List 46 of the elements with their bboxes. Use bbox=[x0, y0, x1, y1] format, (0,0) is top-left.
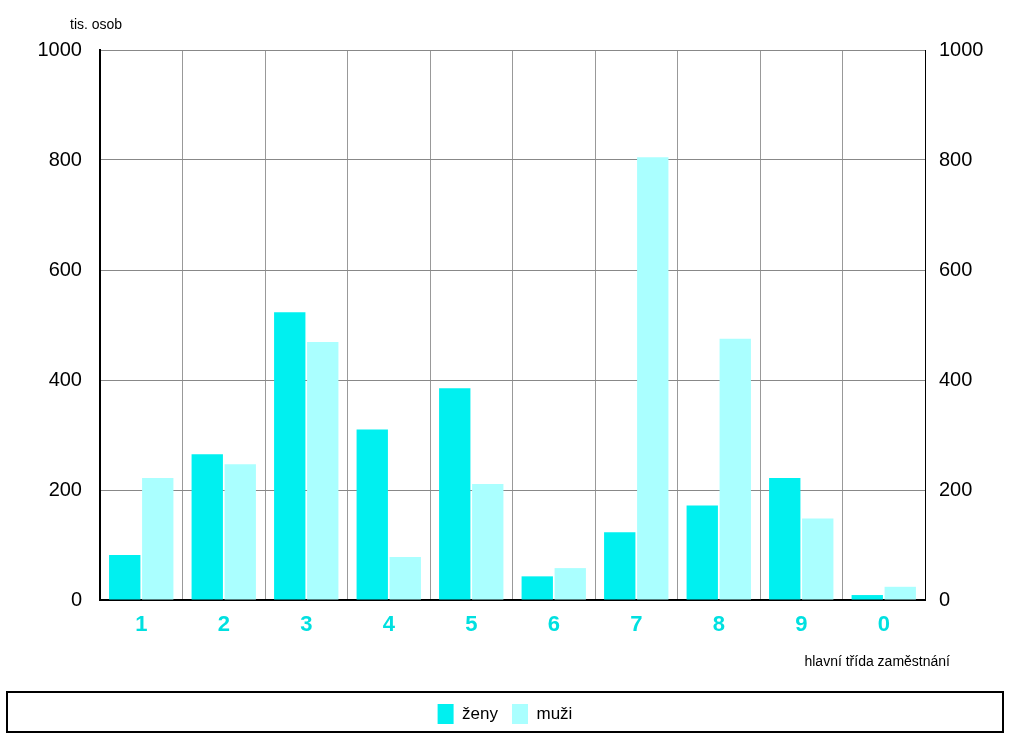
bar bbox=[439, 388, 471, 600]
bar bbox=[224, 464, 256, 600]
y-tick-label: 600 bbox=[48, 257, 82, 280]
bar bbox=[604, 532, 636, 600]
x-tick-label: 7 bbox=[630, 611, 643, 637]
bar bbox=[356, 429, 388, 600]
bar bbox=[472, 483, 504, 600]
x-axis-title: hlavní třída zaměstnání bbox=[804, 652, 951, 669]
x-tick-label: 3 bbox=[300, 611, 313, 637]
bar bbox=[109, 554, 141, 600]
bar bbox=[686, 505, 718, 600]
bar bbox=[769, 477, 801, 600]
bar bbox=[884, 586, 916, 600]
x-tick-label: 8 bbox=[712, 611, 725, 637]
x-tick-label: 9 bbox=[795, 611, 808, 637]
legend-label: muži bbox=[536, 703, 573, 723]
x-tick-label: 2 bbox=[217, 611, 230, 637]
x-tick-label: 4 bbox=[382, 611, 396, 637]
y2-tick-label: 800 bbox=[939, 147, 973, 170]
bar bbox=[191, 454, 223, 600]
bar bbox=[274, 312, 306, 600]
x-tick-label: 0 bbox=[877, 611, 890, 637]
y2-tick-label: 0 bbox=[939, 587, 951, 610]
y2-tick-label: 200 bbox=[939, 477, 973, 500]
bar bbox=[307, 342, 339, 600]
x-tick-label: 6 bbox=[547, 611, 560, 637]
y2-tick-label: 400 bbox=[939, 367, 973, 390]
y2-tick-label: 1000 bbox=[939, 37, 984, 60]
bar bbox=[554, 568, 586, 600]
y-tick-label: 200 bbox=[48, 477, 82, 500]
bar bbox=[142, 477, 174, 600]
bar bbox=[637, 157, 669, 600]
y-tick-label: 1000 bbox=[37, 37, 82, 60]
bar bbox=[719, 338, 751, 600]
legend-label: ženy bbox=[462, 703, 499, 723]
x-tick-label: 1 bbox=[135, 611, 148, 637]
bar bbox=[851, 595, 883, 600]
bar bbox=[389, 557, 421, 600]
bar bbox=[802, 518, 834, 600]
y-tick-label: 800 bbox=[48, 147, 82, 170]
x-tick-label: 5 bbox=[465, 611, 478, 637]
y-axis-title: tis. osob bbox=[70, 15, 123, 32]
y-tick-label: 400 bbox=[48, 367, 82, 390]
y-tick-label: 0 bbox=[70, 587, 82, 610]
bar bbox=[521, 576, 553, 600]
y2-tick-label: 600 bbox=[939, 257, 973, 280]
